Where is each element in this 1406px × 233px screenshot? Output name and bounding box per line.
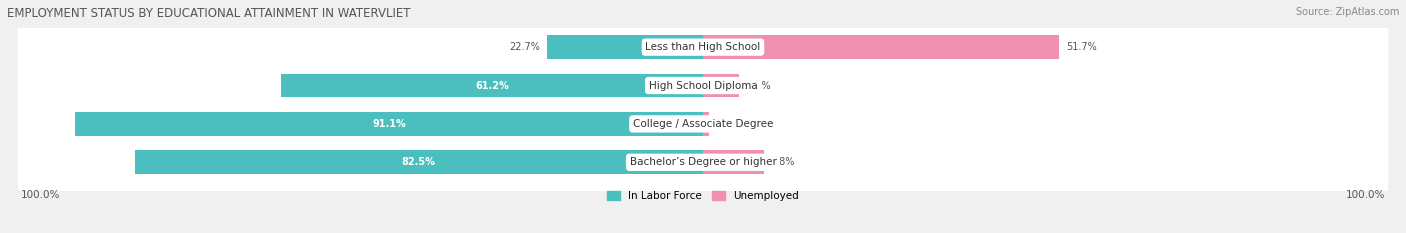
Text: 82.5%: 82.5% [402,157,436,167]
Text: Bachelor’s Degree or higher: Bachelor’s Degree or higher [630,157,776,167]
Text: 61.2%: 61.2% [475,81,509,91]
Bar [547,35,703,59]
FancyBboxPatch shape [17,130,1389,195]
Bar [703,112,709,136]
Text: 22.7%: 22.7% [509,42,540,52]
Legend: In Labor Force, Unemployed: In Labor Force, Unemployed [603,187,803,206]
Text: 0.9%: 0.9% [716,119,741,129]
Bar [703,74,738,97]
Bar [281,74,703,97]
Bar [703,35,1059,59]
Text: 8.8%: 8.8% [770,157,794,167]
Text: College / Associate Degree: College / Associate Degree [633,119,773,129]
Text: High School Diploma: High School Diploma [648,81,758,91]
Text: 100.0%: 100.0% [1346,190,1385,200]
FancyBboxPatch shape [17,53,1389,118]
Bar [135,150,703,174]
Text: 51.7%: 51.7% [1066,42,1097,52]
Text: Source: ZipAtlas.com: Source: ZipAtlas.com [1295,7,1399,17]
Text: 100.0%: 100.0% [21,190,60,200]
Text: Less than High School: Less than High School [645,42,761,52]
Bar [703,150,763,174]
FancyBboxPatch shape [17,91,1389,157]
Bar [76,112,703,136]
Text: 91.1%: 91.1% [373,119,406,129]
Text: 5.2%: 5.2% [745,81,770,91]
Text: EMPLOYMENT STATUS BY EDUCATIONAL ATTAINMENT IN WATERVLIET: EMPLOYMENT STATUS BY EDUCATIONAL ATTAINM… [7,7,411,20]
FancyBboxPatch shape [17,14,1389,80]
